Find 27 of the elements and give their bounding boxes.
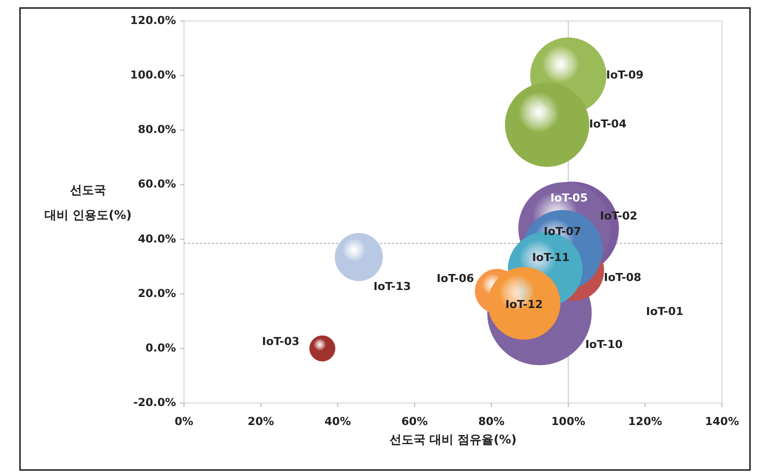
- y-tick-label: 40.0%: [138, 232, 176, 246]
- x-tick-label: 40%: [324, 415, 351, 428]
- x-tick-label: 140%: [705, 415, 739, 428]
- y-tick-label: 80.0%: [138, 123, 176, 136]
- series-label: IoT-10: [585, 338, 623, 352]
- series-label: IoT-13: [374, 280, 411, 293]
- x-tick-label: 120%: [628, 415, 662, 428]
- series-label: IoT-09: [606, 68, 644, 82]
- y-tick-label: 0.0%: [145, 341, 176, 354]
- x-tick-label: 60%: [401, 415, 428, 428]
- x-axis-title: 선도국 대비 점유율(%): [389, 432, 517, 446]
- series-label: IoT-08: [604, 271, 642, 284]
- x-tick-label: 0%: [174, 415, 194, 428]
- x-tick-label: 20%: [248, 415, 274, 428]
- annotation: IoT-01: [646, 305, 684, 318]
- x-tick-label: 100%: [551, 415, 586, 428]
- x-tick-label: 80%: [478, 415, 505, 428]
- y-tick-label: 60.0%: [138, 178, 176, 191]
- series-label: IoT-12: [505, 298, 543, 312]
- y-tick-label: 20.0%: [138, 286, 176, 300]
- series-label: IoT-06: [436, 272, 474, 286]
- series-label: IoT-03: [262, 335, 300, 348]
- series-label: IoT-04: [589, 118, 627, 131]
- y-tick-label: -20.0%: [133, 396, 176, 410]
- y-tick-label: 100.0%: [130, 68, 176, 82]
- y-tick-label: 120.0%: [130, 14, 176, 28]
- y-axis-title: 선도국 대비 인용도(%): [44, 182, 132, 222]
